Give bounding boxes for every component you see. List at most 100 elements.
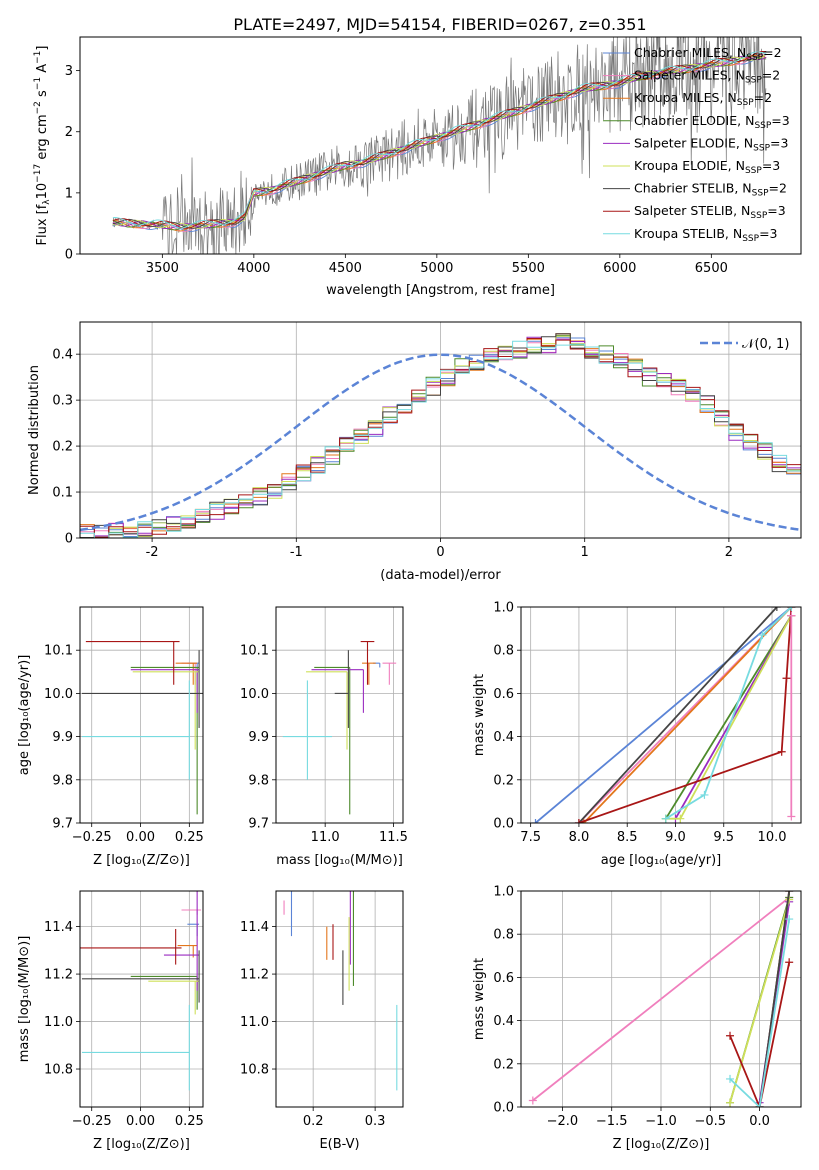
x-tick-label: −0.5 [695,1114,727,1129]
weight-marker [772,607,781,611]
legend-entry: Chabrier MILES, NSSP=2 [634,45,782,63]
x-tick-label: 0.25 [175,830,204,845]
y-tick-label: 10.0 [44,687,73,702]
x-tick-label: 6000 [603,261,636,276]
axes-frame [79,36,802,255]
mass_vs_Z-y-label: mass [log₁₀(M/M⊙)] [17,936,32,1063]
residuals-y-label: Normed distribution [27,365,42,495]
mass_vs_Z-panel: −0.25 0.00 0.25 10.8 11.0 11.2 11.4 Z [log₁₀(Z/… [17,890,204,1152]
data-point [163,891,200,991]
y-tick-label: 9.8 [52,773,73,788]
residuals-plot-area [80,333,801,538]
weight_vs_age-panel: 7.5 8.0 8.5 9.0 9.5 10.0 0.0 0.2 0.4 0.6 0.8 1.0 age… [472,601,802,868]
legend-entry: Salpeter MILES, NSSP=2 [634,68,780,86]
data-point [314,666,351,815]
x-tick-label: −1.5 [596,1114,628,1129]
x-tick-label: 5500 [512,261,545,276]
y-tick-label: 0.1 [52,486,73,501]
x-tick-label: 9.5 [713,830,734,845]
legend-entry: Salpeter ELODIE, NSSP=3 [634,135,788,153]
data-point [132,671,200,750]
x-tick-label: 2 [725,545,733,560]
data-point [81,680,190,780]
spectrum-plot-area [112,37,767,254]
weight_vs_age-plot-area [531,607,796,823]
y-tick-label: 0.8 [493,644,514,659]
data-point [85,641,180,685]
weight-line [578,607,778,823]
weight-marker [726,1074,735,1083]
x-tick-label: 4000 [237,261,270,276]
axes-frame [275,606,404,824]
x-tick-label: 9.0 [665,830,686,845]
x-tick-label: 3500 [146,261,179,276]
data-point [177,945,198,958]
residual-histogram [80,334,801,538]
age_vs_mass-x-label: mass [log₁₀(M/M⊙)] [276,853,403,868]
data-point [175,662,198,685]
y-tick-label: 9.9 [52,730,73,745]
y-tick-label: 0.2 [52,440,73,455]
data-point [382,662,397,685]
weight_vs_age-y-label: mass weight [472,674,487,756]
x-tick-label: 0.25 [175,1114,204,1129]
data-point [311,669,364,713]
weight-marker [676,814,685,823]
model-spectrum-stelib-salpeter [112,50,767,229]
y-tick-label: 9.9 [248,730,269,745]
y-tick-label: 0.2 [493,1057,514,1072]
mass_vs_Z-plot-area [80,891,202,1091]
x-tick-label: −0.25 [72,1114,112,1129]
data-point [362,662,376,685]
axes-frame [79,321,802,539]
gaussian-curve [80,353,801,532]
x-tick-label: 0.3 [365,1114,386,1129]
spectrum-y-label: Flux [fλ10−17 erg cm−2 s−1 A−1] [33,46,52,246]
residual-histogram [80,335,801,538]
x-tick-label: -2 [146,545,159,560]
weight-marker [700,790,709,799]
age_vs_mass-panel: 11.0 11.5 9.7 9.8 9.9 10.0 10.1 mass [log₁₀(M/M… [240,606,408,868]
weight-marker [726,1031,735,1040]
y-tick-label: 0.4 [493,730,514,745]
weight_vs_Z-x-label: Z [log₁₀(Z/Z⊙)] [613,1137,710,1152]
y-tick-label: 0 [65,532,73,547]
weight-marker [531,819,540,823]
weight-line [583,607,792,823]
residual-histogram [80,340,801,538]
weight-marker [785,915,794,924]
weight_vs_age-x-label: age [log₁₀(age/yr)] [601,853,722,868]
weight_vs_Z-plot-area [528,891,794,1107]
x-tick-label: 10.0 [758,830,787,845]
y-tick-label: 11.4 [44,920,73,935]
y-tick-label: 1 [65,186,73,201]
data-point [80,928,182,965]
data-point [81,950,200,1003]
data-point [81,1004,190,1091]
x-tick-label: 0.00 [126,1114,155,1129]
weight-marker [787,812,796,821]
weight-line [729,899,791,1103]
mass_vs_EBV-x-label: E(B-V) [319,1137,359,1152]
x-tick-label: 6500 [695,261,728,276]
model-spectrum-miles-salpeter [112,54,767,232]
y-tick-label: 10.1 [240,644,269,659]
data-point [306,671,348,750]
legend-entry: Chabrier ELODIE, NSSP=3 [634,113,790,131]
x-tick-label: 0.00 [126,830,155,845]
y-tick-label: 0.8 [493,928,514,943]
weight_vs_Z-y-label: mass weight [472,958,487,1040]
data-point [130,669,200,713]
y-tick-label: 0.4 [52,348,73,363]
x-tick-label: 8.0 [569,830,590,845]
y-tick-label: 0.0 [493,1101,514,1116]
weight-marker [758,631,767,640]
weight-line [578,607,793,823]
weight-marker [661,814,670,823]
legend-entry: Kroupa STELIB, NSSP=3 [634,226,778,244]
y-tick-label: 3 [65,64,73,79]
axes-frame [275,890,404,1108]
spectrum-legend: Chabrier MILES, NSSP=2 Salpeter MILES, NS… [603,45,790,244]
y-tick-label: 2 [65,125,73,140]
